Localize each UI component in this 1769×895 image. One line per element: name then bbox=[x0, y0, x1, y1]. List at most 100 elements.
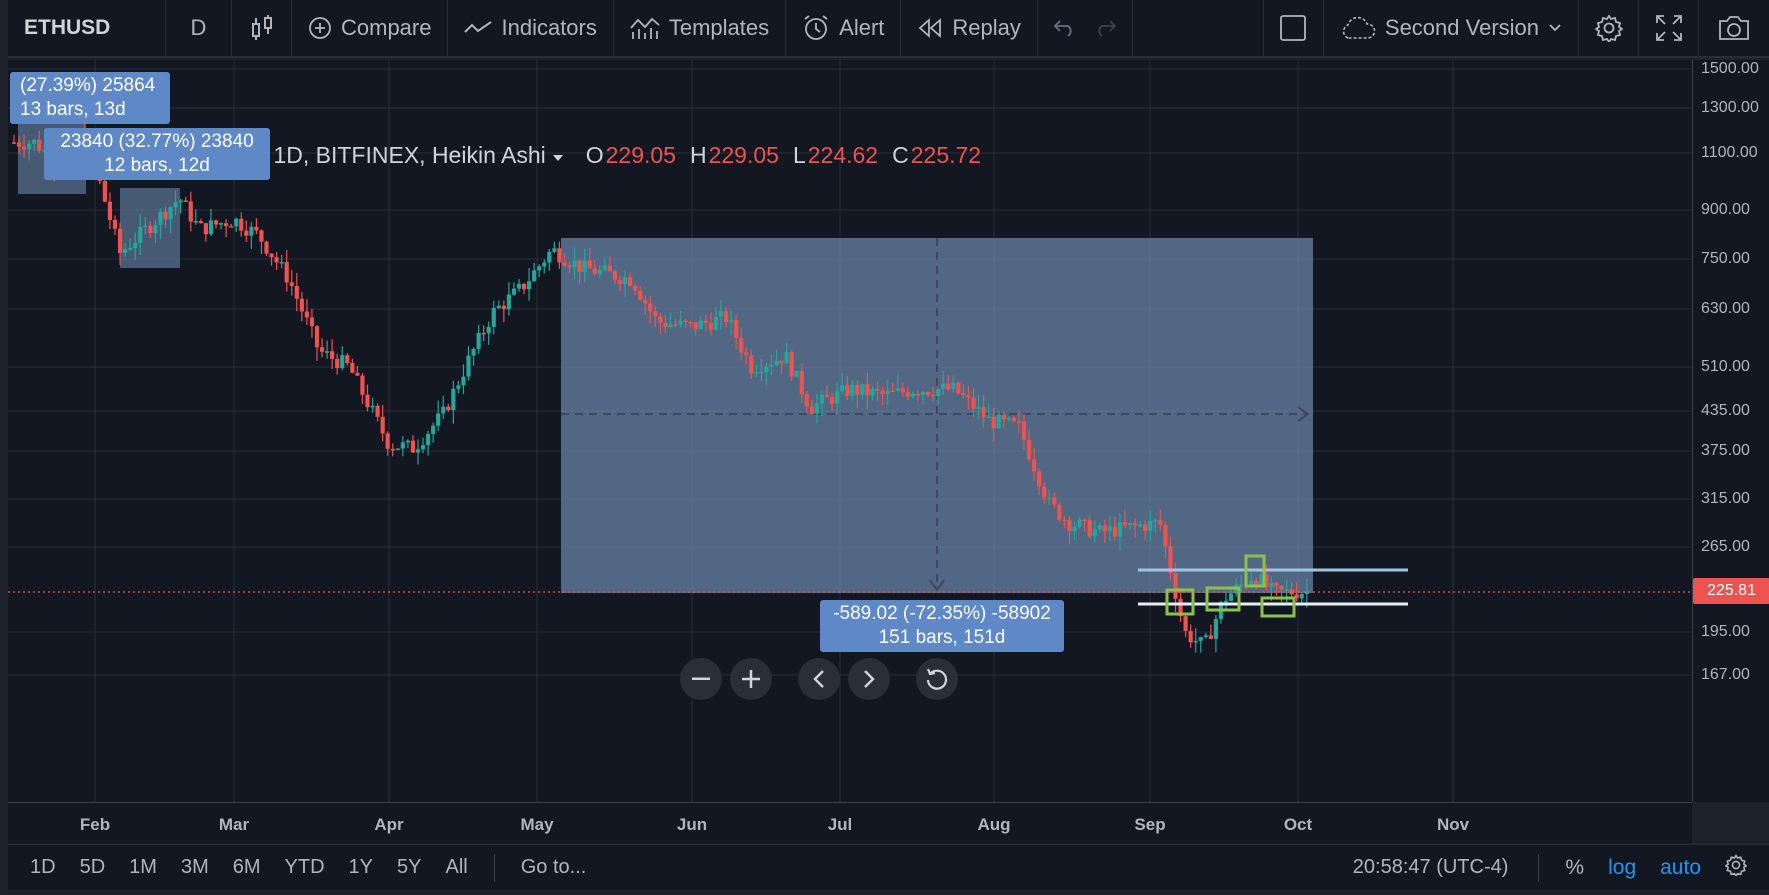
time-tick-label: Jul bbox=[827, 815, 853, 834]
range-button-1d[interactable]: 1D bbox=[30, 856, 56, 878]
candle-body bbox=[804, 394, 809, 407]
chevron-down-icon[interactable] bbox=[552, 142, 564, 169]
price-tick-label: 900.00 bbox=[1701, 201, 1750, 218]
candle-body bbox=[496, 305, 501, 308]
pattern-box bbox=[1165, 588, 1195, 616]
time-scale[interactable]: Feb Mar Apr May Jun Jul Aug Sep Oct Nov bbox=[8, 802, 1692, 844]
candle-body bbox=[516, 283, 522, 289]
symbol-search-button[interactable]: ETHUSD bbox=[8, 0, 166, 56]
measure-label-2[interactable]: 23840 (32.77%) 23840 12 bars, 12d bbox=[44, 128, 270, 180]
pattern-box bbox=[1244, 554, 1266, 588]
candle-body bbox=[1148, 520, 1153, 532]
layout-button[interactable] bbox=[1264, 0, 1324, 56]
replay-button[interactable]: Replay bbox=[901, 0, 1038, 56]
range-button-3m[interactable]: 3M bbox=[180, 856, 209, 878]
range-button-1y[interactable]: 1Y bbox=[348, 856, 374, 878]
chart-style-button[interactable] bbox=[232, 0, 292, 56]
candle-body bbox=[703, 320, 708, 323]
clock-timezone[interactable]: 20:58:47 (UTC-4) bbox=[1352, 856, 1509, 878]
candle-body bbox=[880, 390, 885, 394]
candle-body bbox=[1223, 600, 1229, 603]
candle-body bbox=[112, 219, 118, 229]
log-scale-toggle[interactable]: log bbox=[1608, 855, 1637, 879]
divider bbox=[493, 853, 495, 882]
goto-date-button[interactable]: Go to... bbox=[520, 856, 587, 878]
candle-body bbox=[1057, 504, 1062, 520]
legend-high: H229.05 bbox=[690, 142, 779, 169]
indicators-button[interactable]: Indicators bbox=[448, 0, 614, 56]
snapshot-button[interactable] bbox=[1699, 0, 1769, 56]
gear-icon bbox=[1724, 853, 1748, 877]
measure-label-1[interactable]: (27.39%) 25864 13 bars, 13d bbox=[10, 72, 170, 124]
candle-body bbox=[1284, 589, 1289, 591]
redo-icon[interactable] bbox=[1094, 19, 1116, 37]
candle-body bbox=[638, 290, 643, 300]
scroll-left-button[interactable] bbox=[798, 658, 840, 700]
range-button-all[interactable]: All bbox=[445, 856, 468, 878]
candle-body bbox=[1269, 583, 1274, 587]
candle-body bbox=[1047, 497, 1052, 499]
measure-label-main[interactable]: -589.02 (-72.35%) -58902 151 bars, 151d bbox=[820, 600, 1064, 652]
zoom-in-button[interactable] bbox=[730, 658, 772, 700]
range-button-ytd[interactable]: YTD bbox=[284, 856, 325, 878]
candle-body bbox=[1163, 524, 1168, 547]
candle-body bbox=[845, 385, 850, 397]
legend-low: L224.62 bbox=[793, 142, 878, 169]
candle-body bbox=[213, 220, 219, 225]
chart-pane[interactable]: Ethereum / Dollar, 1D, BITFINEX, Heikin … bbox=[8, 60, 1692, 802]
fullscreen-button[interactable] bbox=[1639, 0, 1699, 56]
candles-icon bbox=[249, 14, 275, 42]
pattern-box bbox=[1260, 596, 1296, 618]
alert-button[interactable]: Alert bbox=[786, 0, 902, 56]
interval-button[interactable]: D bbox=[166, 0, 232, 56]
close-key: C bbox=[892, 142, 909, 168]
candle-body bbox=[345, 355, 350, 364]
candle-body bbox=[668, 324, 673, 328]
candle-body bbox=[542, 262, 547, 267]
zoom-out-button[interactable] bbox=[680, 658, 722, 700]
candle-body bbox=[713, 316, 719, 330]
candle-body bbox=[577, 260, 582, 272]
candle-body bbox=[537, 266, 542, 271]
percent-scale-toggle[interactable]: % bbox=[1565, 855, 1585, 879]
candle-body bbox=[860, 384, 865, 395]
candle-body bbox=[415, 449, 421, 453]
candle-body bbox=[678, 320, 683, 325]
candle-body bbox=[340, 355, 345, 369]
measure-main-change: -589.02 (-72.35%) -58902 bbox=[833, 603, 1051, 624]
candle-body bbox=[708, 322, 713, 330]
candle-body bbox=[117, 228, 123, 253]
indicators-label: Indicators bbox=[501, 15, 597, 40]
settings-button[interactable] bbox=[1579, 0, 1639, 56]
range-button-6m[interactable]: 6M bbox=[232, 856, 261, 878]
candle-body bbox=[431, 425, 436, 434]
candle-body bbox=[183, 200, 188, 202]
candle-body bbox=[16, 142, 22, 147]
undo-icon[interactable] bbox=[1053, 19, 1076, 37]
reset-chart-button[interactable] bbox=[916, 658, 958, 700]
scale-settings-button[interactable] bbox=[1713, 853, 1769, 882]
candle-body bbox=[37, 139, 42, 151]
candle-body bbox=[799, 370, 804, 395]
scroll-right-button[interactable] bbox=[848, 658, 890, 700]
chart-canvas[interactable] bbox=[8, 60, 1692, 802]
candle-body bbox=[981, 406, 986, 418]
candle-body bbox=[759, 372, 764, 374]
auto-scale-toggle[interactable]: auto bbox=[1660, 855, 1701, 879]
candle-body bbox=[11, 142, 17, 144]
candle-body bbox=[1127, 523, 1133, 526]
price-scale[interactable]: 1500.00 1300.00 1100.00 900.00 750.00 630.00 5… bbox=[1692, 60, 1769, 802]
compare-button[interactable]: Compare bbox=[292, 0, 449, 56]
candle-body bbox=[824, 394, 830, 398]
range-button-1m[interactable]: 1M bbox=[129, 856, 157, 878]
templates-button[interactable]: Templates bbox=[614, 0, 787, 56]
candle-body bbox=[562, 262, 567, 266]
candle-body bbox=[910, 393, 915, 397]
measure-2-bars: 12 bars, 12d bbox=[104, 155, 210, 176]
range-button-5d[interactable]: 5D bbox=[79, 856, 106, 878]
cloud-icon bbox=[1340, 16, 1376, 40]
candle-body bbox=[234, 218, 239, 227]
candle-body bbox=[774, 360, 779, 365]
save-layout-button[interactable]: Second Version bbox=[1324, 0, 1579, 56]
range-button-5y[interactable]: 5Y bbox=[397, 856, 422, 878]
